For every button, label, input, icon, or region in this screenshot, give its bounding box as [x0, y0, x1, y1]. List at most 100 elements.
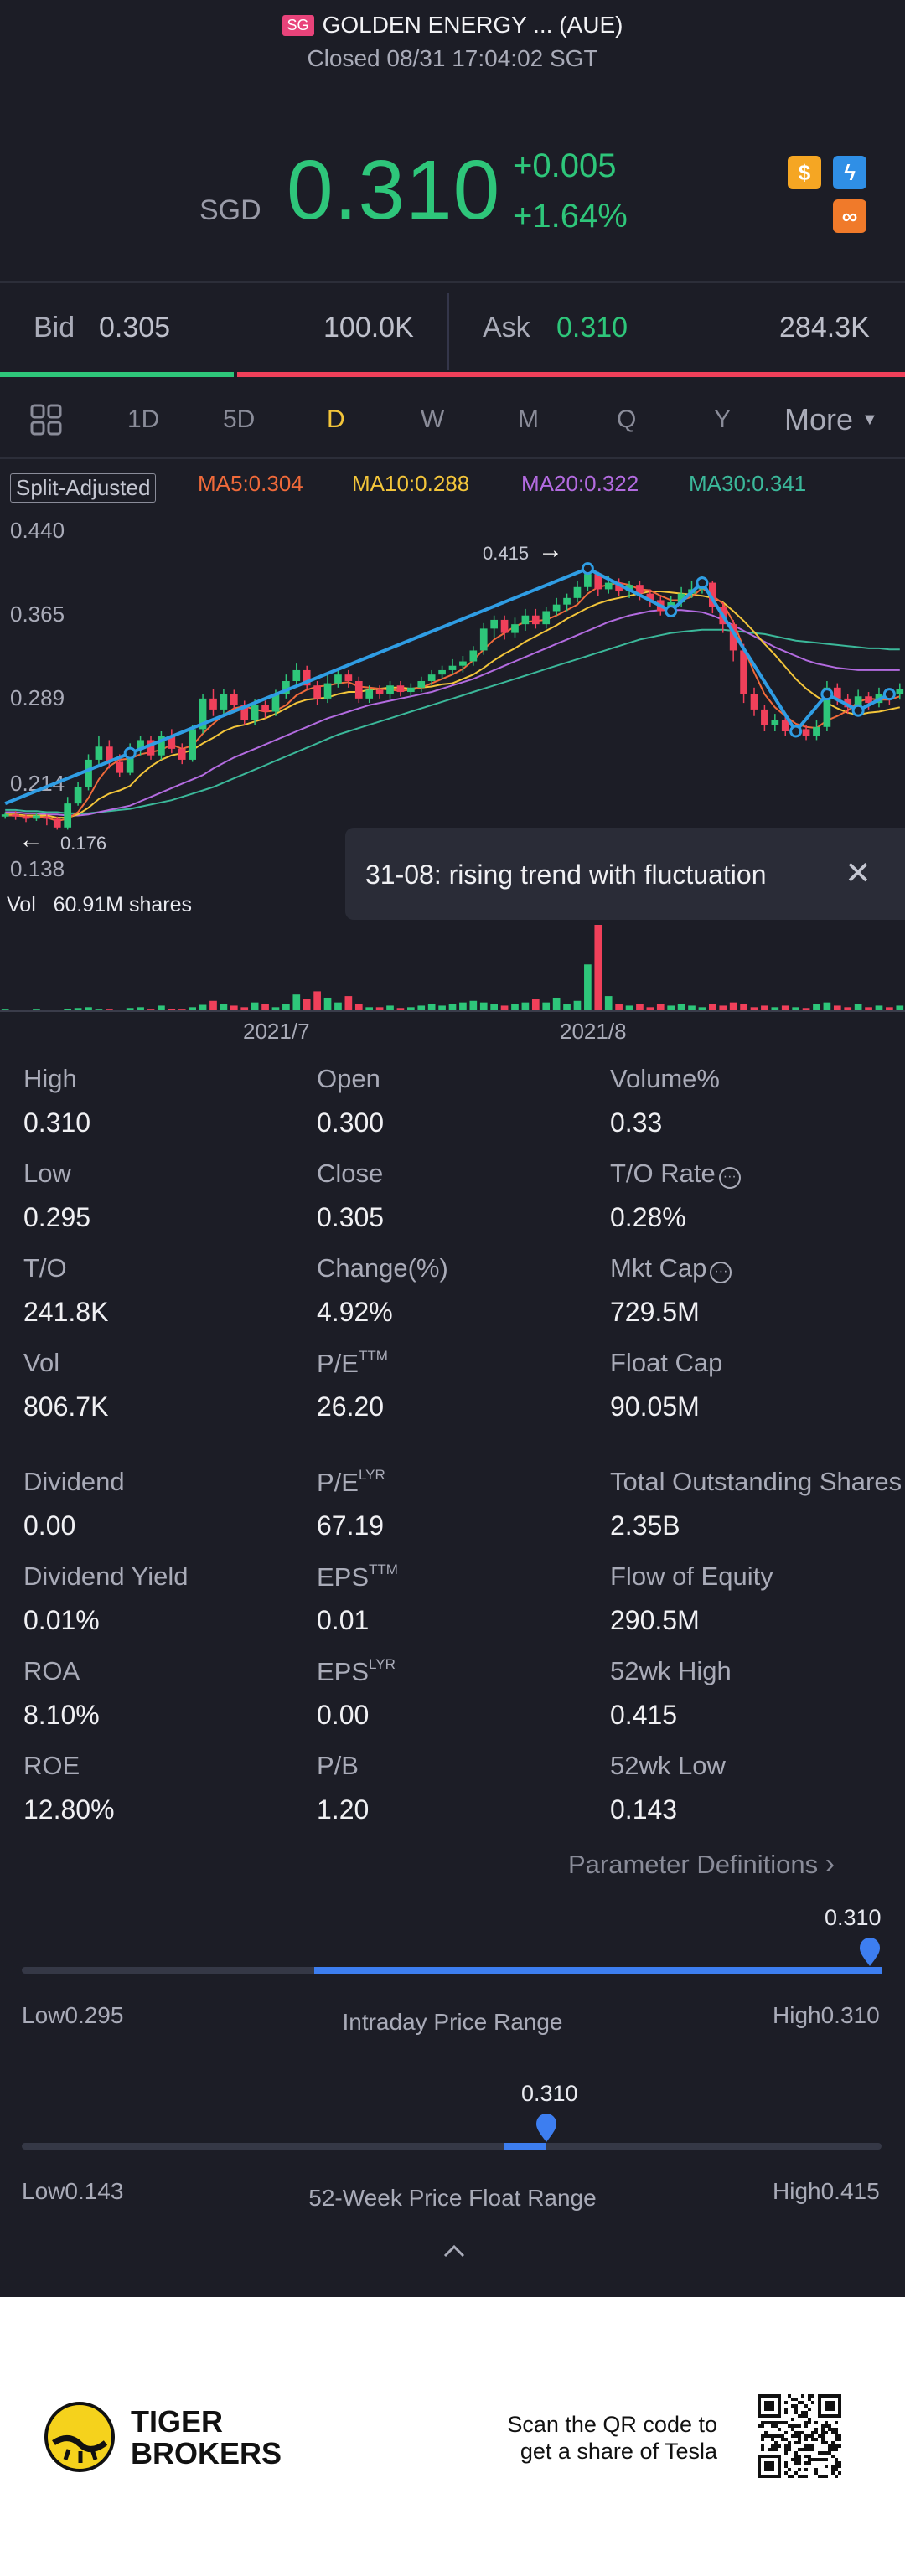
qr-module	[784, 2431, 788, 2434]
volume-bar	[303, 999, 311, 1012]
ma20-line	[5, 609, 900, 817]
stat-value-t-o-rate: 0.28%	[610, 1202, 686, 1232]
qr-module	[788, 2441, 791, 2444]
parameter-definitions-link[interactable]: Parameter Definitions ›	[568, 1848, 835, 1881]
last-price: 0.310	[287, 143, 501, 237]
bid-size: 100.0K	[323, 312, 414, 343]
candle-body	[573, 586, 582, 598]
qr-module	[821, 2438, 825, 2441]
link-icon[interactable]: ∞	[833, 199, 866, 233]
qr-module	[804, 2455, 808, 2458]
qr-module	[825, 2424, 828, 2428]
y-axis-label: 0.138	[10, 856, 65, 881]
stat-value-roa: 8.10%	[23, 1700, 100, 1730]
arrow-left-icon: ←	[18, 826, 44, 854]
stat-label-text: P/E	[317, 1468, 359, 1497]
volume-bar	[438, 1005, 446, 1012]
dollar-icon[interactable]: $	[788, 156, 821, 189]
stat-value-float-cap: 90.05M	[610, 1391, 700, 1422]
tab-1d[interactable]: 1D	[127, 405, 160, 433]
candle-body	[896, 689, 904, 694]
tab-m[interactable]: M	[518, 405, 539, 433]
week52-range-track	[22, 2143, 882, 2150]
candle-body	[511, 624, 519, 633]
grid-layout-icon[interactable]	[30, 404, 62, 440]
chevron-up-icon[interactable]	[442, 2243, 466, 2263]
qr-module	[835, 2431, 838, 2434]
qr-module	[831, 2455, 835, 2458]
candle-body	[313, 685, 321, 699]
qr-module	[798, 2458, 801, 2461]
volume-bar	[875, 1005, 883, 1012]
chart-baseline	[0, 1010, 905, 1012]
flash-icon[interactable]: ϟ	[833, 156, 866, 189]
qr-module	[768, 2448, 771, 2451]
qr-module	[801, 2394, 804, 2398]
qr-module	[798, 2461, 801, 2465]
intraday-current-value: 0.310	[825, 1905, 882, 1930]
stat-value-open: 0.300	[317, 1107, 385, 1138]
split-adjusted-toggle[interactable]: Split-Adjusted	[10, 473, 157, 503]
qr-module	[804, 2424, 808, 2428]
tab-y[interactable]: Y	[714, 405, 732, 433]
candle-body	[292, 669, 301, 681]
qr-module	[798, 2475, 801, 2478]
candlestick-chart[interactable]	[0, 536, 905, 871]
stat-label-text: ROE	[23, 1751, 80, 1780]
tab-w[interactable]: W	[421, 405, 445, 433]
stat-label-dividend: Dividend	[23, 1467, 125, 1497]
stat-label-52wk-low: 52wk Low	[610, 1751, 726, 1781]
volume-bar	[573, 1000, 582, 1012]
ma30-line	[5, 628, 900, 814]
bid-label: Bid	[34, 312, 75, 343]
tab-d[interactable]: D	[327, 405, 345, 433]
candle-body	[230, 694, 238, 705]
qr-module	[771, 2448, 774, 2451]
candle-body	[823, 687, 831, 727]
qr-module	[825, 2475, 828, 2478]
volume-bar	[531, 999, 540, 1012]
qr-module	[791, 2428, 794, 2431]
y-axis-label: 0.289	[10, 685, 65, 710]
candle-body	[1, 814, 9, 817]
volume-bar	[677, 1004, 685, 1012]
candle-body	[199, 698, 207, 730]
qr-module	[798, 2434, 801, 2438]
qr-module	[838, 2438, 841, 2441]
candle-body	[375, 689, 384, 694]
stat-value-52wk-low: 0.143	[610, 1794, 678, 1825]
qr-code	[758, 2394, 841, 2478]
vol-value: 60.91M shares	[53, 893, 192, 916]
qr-module	[808, 2398, 811, 2401]
stat-label-text: Total Outstanding Shares	[610, 1467, 902, 1496]
qr-module	[821, 2441, 825, 2444]
qr-module	[778, 2421, 781, 2424]
qr-module	[828, 2428, 831, 2431]
volume-bar	[230, 1005, 238, 1012]
tab-q[interactable]: Q	[617, 405, 637, 433]
qr-module	[811, 2448, 814, 2451]
close-icon[interactable]: ✕	[845, 856, 871, 891]
price-change: +0.005	[513, 147, 617, 184]
info-icon[interactable]: ···	[718, 1167, 741, 1189]
qr-module	[781, 2434, 784, 2438]
qr-module	[804, 2475, 808, 2478]
candle-body	[740, 650, 747, 694]
trend-point	[696, 576, 709, 590]
ask-size: 284.3K	[779, 312, 870, 343]
qr-module	[784, 2401, 788, 2404]
tab-more[interactable]: More ▼	[784, 402, 878, 437]
candle-body	[386, 685, 394, 694]
info-icon[interactable]: ···	[710, 1262, 732, 1283]
qr-module	[774, 2421, 778, 2424]
stat-label-text: P/B	[317, 1751, 359, 1780]
candle-body	[220, 694, 228, 710]
trend-point	[665, 604, 678, 617]
volume-bar	[625, 1005, 634, 1012]
qr-module	[801, 2414, 804, 2418]
intraday-range-fill	[313, 1967, 882, 1974]
candle-body	[407, 687, 415, 693]
tab-5d[interactable]: 5D	[223, 405, 256, 433]
stat-label-p-e: P/ETTM	[317, 1348, 388, 1379]
volume-bar	[636, 1004, 644, 1012]
